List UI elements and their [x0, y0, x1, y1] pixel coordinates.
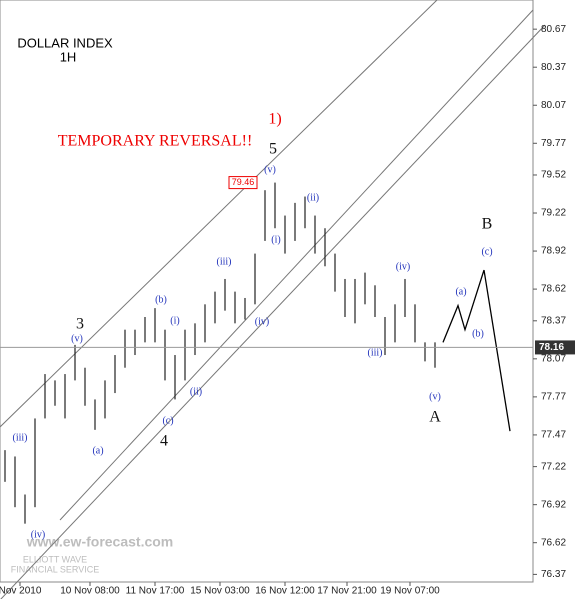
- y-tick-label: 78.92: [541, 246, 566, 257]
- x-tick-label: 17 Nov 21:00: [317, 586, 377, 597]
- y-tick-label: 76.92: [541, 499, 566, 510]
- y-tick-label: 78.37: [541, 315, 566, 326]
- wave-label: (v): [71, 333, 83, 344]
- wave-label: (iv): [255, 316, 269, 327]
- watermark-text: www.ew-forecast.com: [26, 534, 174, 550]
- annotation: TEMPORARY REVERSAL!!: [58, 133, 253, 150]
- x-tick-label: 19 Nov 07:00: [380, 586, 440, 597]
- watermark-text: ELLIOTT WAVE: [23, 554, 87, 564]
- peak-box: [228, 176, 258, 190]
- wave-label: (i): [271, 234, 280, 245]
- y-tick-label: 79.22: [541, 208, 566, 219]
- y-tick-label: 80.07: [541, 100, 566, 111]
- y-tick-label: 79.77: [541, 138, 566, 149]
- wave-label: (v): [429, 391, 441, 402]
- wave-label: (iii): [217, 256, 232, 267]
- x-tick-label: 16 Nov 12:00: [255, 586, 315, 597]
- wave-label: (iv): [396, 261, 410, 272]
- y-tick-label: 76.37: [541, 569, 566, 580]
- watermark: www.ew-forecast.com ELLIOTT WAVE FINANCI…: [11, 534, 174, 575]
- wave-label: (i): [170, 315, 179, 326]
- major-wave-label: 4: [160, 433, 168, 450]
- chart-title: DOLLAR INDEX: [17, 35, 113, 50]
- wave-label: (iv): [31, 529, 45, 540]
- wave-label: (c): [481, 246, 492, 257]
- major-wave-label: 1): [268, 111, 281, 128]
- y-tick-label: 76.62: [541, 537, 566, 548]
- chart-subtitle: 1H: [60, 49, 77, 64]
- y-tick-label: 80.67: [541, 24, 566, 35]
- last-price-label: 78.16: [539, 342, 564, 353]
- major-wave-label: B: [482, 216, 493, 233]
- watermark-text: FINANCIAL SERVICE: [11, 564, 100, 574]
- x-tick-label: 15 Nov 03:00: [190, 586, 250, 597]
- plot-frame: [0, 0, 534, 583]
- wave-label: (c): [162, 415, 173, 426]
- wave-label: (ii): [307, 192, 319, 203]
- peak-label: 79.46: [232, 177, 255, 187]
- wave-label: (iii): [13, 432, 28, 443]
- wave-label: (a): [92, 445, 103, 456]
- wave-label: (v): [264, 164, 276, 175]
- y-tick-label: 77.22: [541, 461, 566, 472]
- y-tick-label: 77.47: [541, 430, 566, 441]
- major-wave-label: 5: [269, 141, 277, 158]
- x-tick-label: 11 Nov 17:00: [126, 586, 185, 597]
- wave-label: (ii): [190, 386, 202, 397]
- y-tick-label: 77.77: [541, 392, 566, 403]
- x-tick-label: 10 Nov 08:00: [60, 586, 120, 597]
- wave-label: (a): [455, 286, 466, 297]
- projection-line: [442, 269, 511, 432]
- channel-line: [0, 0, 438, 428]
- y-tick-label: 79.52: [541, 170, 566, 181]
- wave-label: (b): [472, 328, 484, 339]
- wave-label: (b): [155, 294, 167, 305]
- major-wave-label: 3: [76, 316, 84, 333]
- channel-line: [0, 24, 546, 599]
- y-tick-label: 78.07: [541, 353, 566, 364]
- channel-line: [59, 9, 534, 521]
- x-tick-label: Nov 2010: [0, 586, 42, 597]
- wave-label: (iii): [368, 347, 383, 358]
- y-tick-label: 80.37: [541, 62, 566, 73]
- y-tick-label: 78.62: [541, 284, 566, 295]
- last-price-box: [535, 340, 575, 355]
- major-wave-label: A: [429, 409, 441, 426]
